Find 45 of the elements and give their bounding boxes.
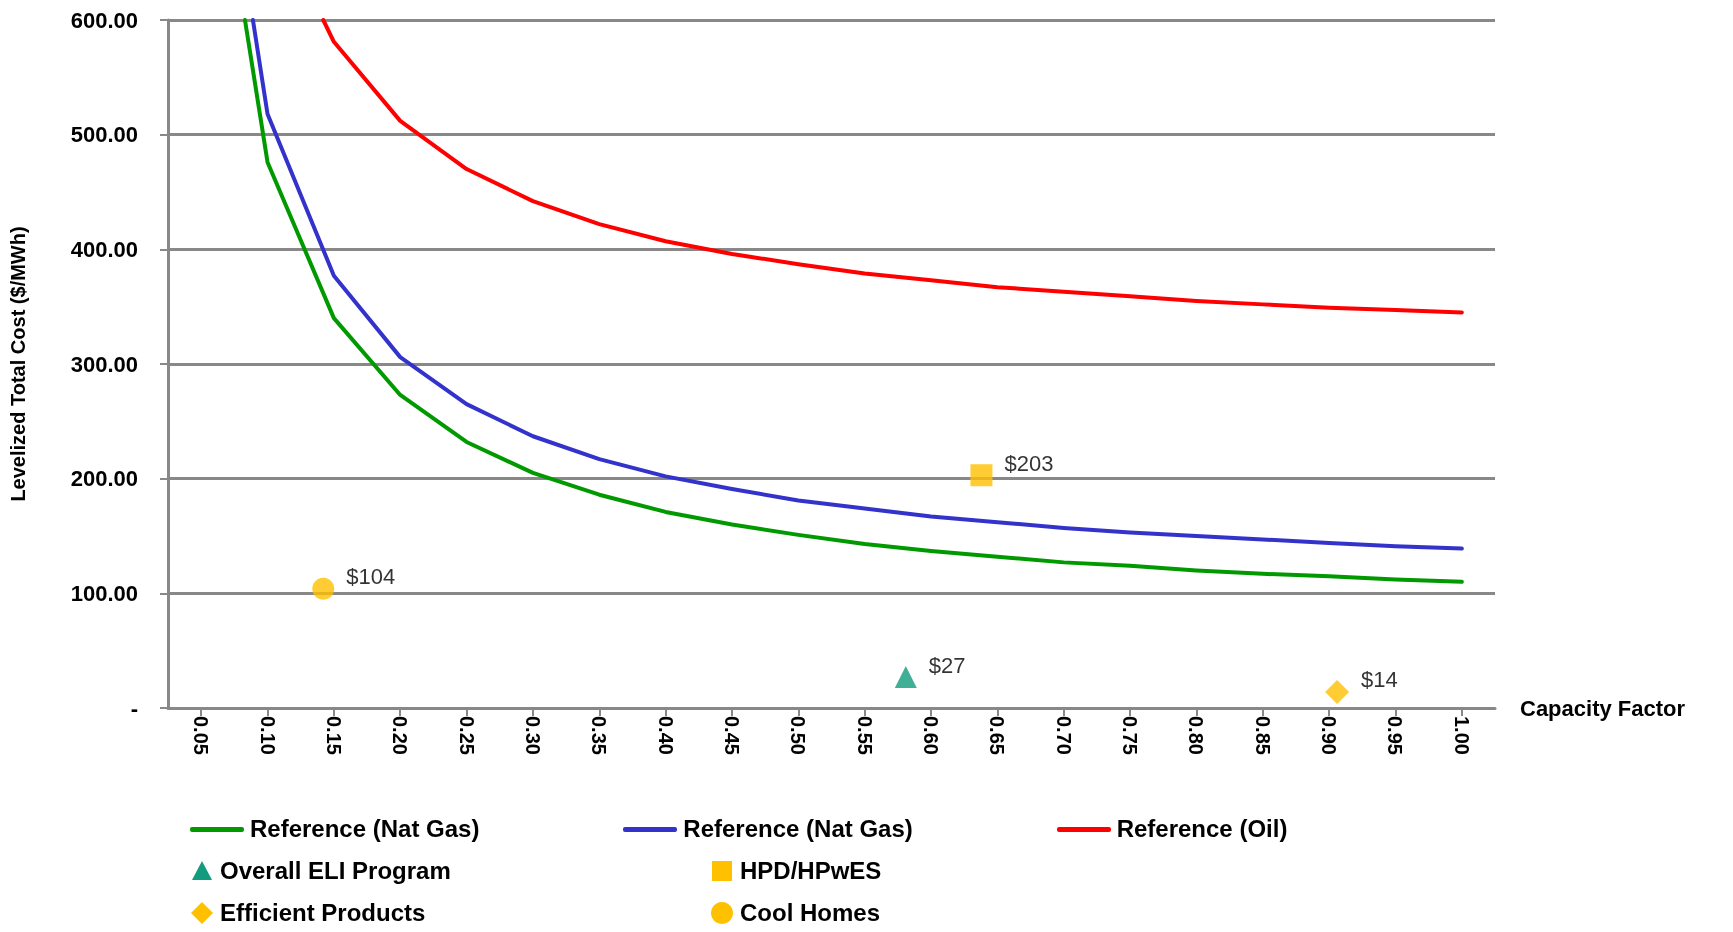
x-tick-label: 0.20 <box>389 716 412 755</box>
point <box>970 464 993 487</box>
legend-label: HPD/HPwES <box>740 857 882 885</box>
x-tick-label: 0.75 <box>1119 716 1142 755</box>
data-label: $104 <box>346 564 396 590</box>
x-tick-label: 0.85 <box>1251 716 1274 755</box>
x-tick-label: 0.05 <box>190 716 213 755</box>
x-tick-label: 0.80 <box>1185 716 1208 755</box>
x-tick-label: 0.30 <box>521 716 544 755</box>
y-tick-label: 100.00 <box>70 580 138 606</box>
point <box>894 666 917 689</box>
legend-label: Cool Homes <box>740 899 881 927</box>
x-tick-label: 0.10 <box>256 716 279 755</box>
x-tick-label: 0.90 <box>1318 716 1341 755</box>
x-tick-label: 0.60 <box>920 716 943 755</box>
x-tick-label: 0.45 <box>720 716 743 755</box>
x-tick-label: 0.25 <box>455 716 478 755</box>
y-axis-title: Levelized Total Cost ($/MWh) <box>7 226 29 502</box>
data-label: $14 <box>1361 667 1398 693</box>
x-tick-label: 0.65 <box>986 716 1009 755</box>
x-tick-label: 0.15 <box>322 716 345 755</box>
data-label: $27 <box>928 652 966 678</box>
legend-label: Reference (Oil) <box>1116 815 1288 843</box>
legend-label: Overall ELI Program <box>220 857 451 885</box>
x-tick-label: 1.00 <box>1450 716 1473 755</box>
x-tick-label: 0.50 <box>787 716 810 755</box>
y-tick-label: 500.00 <box>70 122 138 148</box>
x-tick-label: 0.40 <box>654 716 677 755</box>
x-tick-label: 0.55 <box>853 716 876 755</box>
y-tick-label: - <box>130 695 138 721</box>
line-series <box>321 18 1464 315</box>
x-tick-label: 0.95 <box>1384 716 1407 755</box>
y-tick-label: 300.00 <box>70 351 138 377</box>
y-tick-label: 600.00 <box>70 7 138 33</box>
y-tick-label: 400.00 <box>70 236 138 262</box>
legend-label: Reference (Nat Gas) <box>250 815 480 843</box>
data-label: $203 <box>1004 450 1054 476</box>
legend-label: Reference (Nat Gas) <box>683 815 913 843</box>
y-tick-label: 200.00 <box>70 466 138 492</box>
x-axis-title: Capacity Factor <box>1520 695 1686 721</box>
point <box>312 577 335 600</box>
x-tick-label: 0.35 <box>588 716 611 755</box>
x-tick-label: 0.70 <box>1052 716 1075 755</box>
legend-label: Efficient Products <box>220 899 426 927</box>
point <box>1325 679 1350 704</box>
